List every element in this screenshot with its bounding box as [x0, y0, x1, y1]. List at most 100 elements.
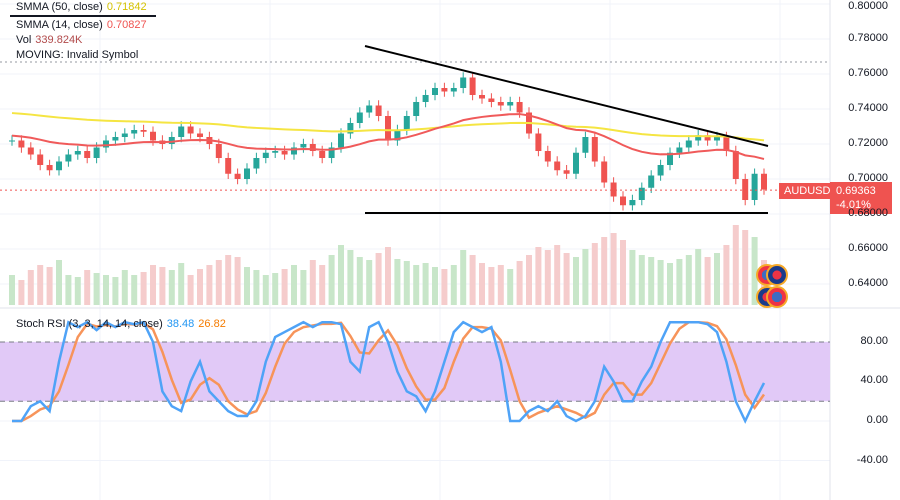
- rsi-band: [0, 341, 830, 402]
- volume-bar: [328, 255, 335, 305]
- volume-bar: [18, 280, 25, 305]
- candle-body: [225, 158, 232, 174]
- volume-bar: [610, 233, 617, 305]
- rsi-axis-label: 0.00: [866, 414, 888, 426]
- candle-body: [93, 147, 100, 158]
- volume-bar: [629, 250, 636, 305]
- candle-body: [103, 140, 109, 148]
- candle-body: [319, 151, 326, 158]
- candle-body: [695, 135, 702, 141]
- smma50-line: [11, 112, 765, 142]
- candle-body: [403, 116, 410, 130]
- candle-body: [37, 154, 44, 165]
- candle-body: [150, 131, 156, 141]
- candle-body: [112, 137, 119, 141]
- volume-bar: [507, 269, 514, 305]
- volume-bar: [479, 263, 485, 305]
- volume-bar: [338, 245, 344, 305]
- volume-bar: [648, 257, 655, 305]
- candle-body: [56, 161, 62, 171]
- price-axis-label: 0.78000: [848, 32, 888, 44]
- volume-bar: [244, 267, 250, 305]
- volume-bar: [638, 255, 645, 305]
- candle-body: [676, 147, 683, 153]
- volume-bar: [441, 269, 448, 305]
- candle-body: [366, 105, 373, 113]
- candle-body: [714, 137, 720, 141]
- smma14-label: SMMA (14, close): [16, 19, 103, 31]
- candle-body: [544, 151, 551, 162]
- volume-bar: [84, 270, 91, 305]
- candle-body: [74, 151, 81, 155]
- candle-body: [723, 137, 730, 151]
- candle-body: [450, 88, 457, 92]
- candle-body: [497, 102, 504, 106]
- resistance-trendline: [364, 45, 769, 147]
- smma14-line: [11, 113, 765, 160]
- volume-bar: [723, 245, 730, 305]
- volume-bar: [262, 275, 269, 305]
- candle-body: [385, 116, 391, 141]
- volume-bar: [526, 255, 532, 305]
- volume-bar: [206, 265, 213, 305]
- volume-bar: [131, 275, 138, 305]
- volume-bar: [582, 249, 589, 305]
- candle-body: [648, 175, 655, 188]
- candle-body: [573, 152, 579, 174]
- candle-body: [516, 102, 523, 113]
- stoch-k-value: 38.48: [166, 318, 195, 330]
- candle-body: [281, 151, 288, 155]
- volume-bar: [37, 265, 44, 305]
- price-axis-label: 0.64000: [848, 277, 888, 289]
- candle-body: [629, 200, 636, 206]
- volume-bar: [253, 270, 260, 305]
- legend-smma50: SMMA (50, close) 0.71842: [16, 1, 151, 14]
- stoch-k-line: [12, 320, 766, 424]
- volume-bar: [178, 263, 185, 305]
- candle-body: [591, 137, 598, 162]
- volume-bar: [751, 237, 758, 305]
- volume-bar: [309, 260, 316, 305]
- volume-bar: [356, 257, 363, 305]
- volume-bar: [375, 253, 382, 305]
- price-tag: 0.69363 -4.01%: [830, 182, 892, 214]
- candle-body: [413, 102, 420, 116]
- rsi-axis-label: -40.00: [856, 453, 888, 466]
- candle-body: [601, 161, 608, 183]
- au-flag-icon[interactable]: [766, 264, 788, 286]
- volume-bar: [620, 240, 626, 305]
- volume-bar: [704, 257, 711, 305]
- candle-body: [84, 151, 91, 158]
- volume-bar: [56, 260, 62, 305]
- candle-body: [563, 170, 570, 174]
- volume-bar: [140, 272, 147, 305]
- volume-bar: [27, 270, 34, 305]
- candle-body: [328, 147, 335, 158]
- stoch-d-value: 26.82: [198, 318, 226, 330]
- volume-bar: [300, 270, 307, 305]
- candle-body: [65, 154, 72, 162]
- candle-body: [18, 140, 25, 148]
- volume-bar: [714, 253, 720, 305]
- volume-bar: [732, 225, 739, 305]
- price-axis-label: 0.66000: [848, 242, 888, 254]
- candle-body: [9, 140, 15, 142]
- volume-bar: [601, 237, 608, 305]
- volume-bar: [516, 261, 523, 305]
- volume-bar: [676, 259, 683, 305]
- candle-body: [657, 165, 664, 176]
- stoch-label: Stoch RSI (3, 3, 14, 14, close): [16, 318, 163, 330]
- us-flag-icon-2[interactable]: [766, 286, 788, 308]
- candle-body: [375, 105, 382, 116]
- volume-bar: [150, 265, 156, 305]
- candle-body: [309, 144, 316, 151]
- volume-bar: [159, 267, 166, 305]
- volume-bar: [657, 260, 664, 305]
- candle-body: [479, 95, 485, 99]
- candle-body: [751, 173, 758, 200]
- volume-bar: [685, 255, 692, 305]
- volume-bar: [197, 269, 203, 305]
- volume-bar: [272, 273, 279, 305]
